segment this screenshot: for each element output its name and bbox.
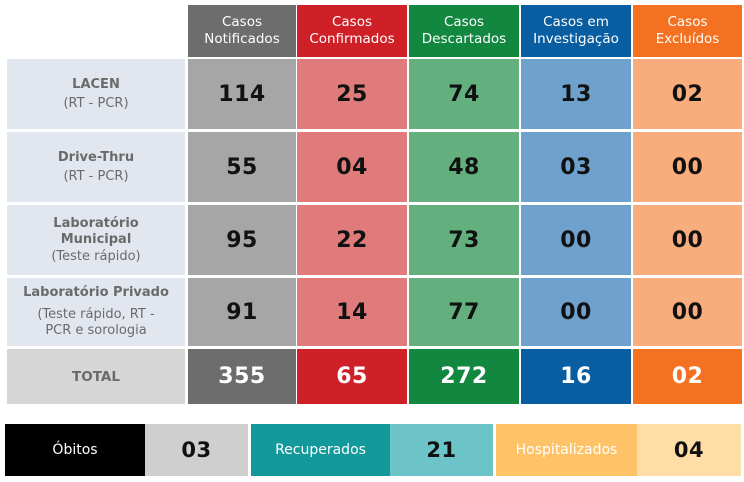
header-label: Casos Excluídos [655,14,720,47]
cell-drive-notificados: 55 [188,132,296,202]
cell-lacen-descartados: 74 [409,59,519,129]
cell-drive-descartados: 48 [409,132,519,202]
row-sub: (Teste rápido) [51,248,141,264]
row-sub: (RT - PCR) [63,168,129,184]
cell-municipal-investigacao: 00 [521,205,631,275]
cell-privado-excluidos: 00 [633,278,742,346]
header-label: Casos Confirmados [309,14,395,47]
header-label: Casos em Investigação [533,14,619,47]
header-investigacao: Casos em Investigação [521,5,631,57]
cell-municipal-excluidos: 00 [633,205,742,275]
row-name: Laboratório Privado [23,285,169,300]
cell-privado-notificados: 91 [188,278,296,346]
cell-privado-investigacao: 00 [521,278,631,346]
header-label: Casos Descartados [421,14,507,47]
row-label-lab-municipal: Laboratório Municipal (Teste rápido) [7,205,185,275]
cell-lacen-notificados: 114 [188,59,296,129]
header-notificados: Casos Notificados [188,5,296,57]
total-investigacao: 16 [521,349,631,404]
hospitalizados-label: Hospitalizados [496,424,637,476]
obitos-label: Óbitos [5,424,145,476]
row-name: LACEN [72,76,120,92]
total-confirmados: 65 [297,349,407,404]
total-notificados: 355 [188,349,296,404]
cell-privado-descartados: 77 [409,278,519,346]
row-label-drive-thru: Drive-Thru (RT - PCR) [7,132,185,202]
header-confirmados: Casos Confirmados [297,5,407,57]
cell-drive-investigacao: 03 [521,132,631,202]
total-label: TOTAL [7,349,185,404]
recuperados-value: 21 [390,424,493,476]
row-name: Drive-Thru [57,149,135,165]
obitos-value: 03 [145,424,248,476]
header-excluidos: Casos Excluídos [633,5,742,57]
cell-lacen-confirmados: 25 [297,59,407,129]
cell-municipal-confirmados: 22 [297,205,407,275]
header-label: Casos Notificados [204,14,280,47]
cell-privado-confirmados: 14 [297,278,407,346]
cell-lacen-investigacao: 13 [521,59,631,129]
row-label-lab-privado: Laboratório Privado (Teste rápido, RT - … [7,278,185,346]
recuperados-label: Recuperados [251,424,390,476]
hospitalizados-value: 04 [637,424,741,476]
cell-municipal-descartados: 73 [409,205,519,275]
total-excluidos: 02 [633,349,742,404]
cell-municipal-notificados: 95 [188,205,296,275]
row-label-lacen: LACEN (RT - PCR) [7,59,185,129]
cell-drive-excluidos: 00 [633,132,742,202]
cell-lacen-excluidos: 02 [633,59,742,129]
row-name: Laboratório Municipal [53,215,139,247]
row-sub: (RT - PCR) [63,95,129,111]
cell-drive-confirmados: 04 [297,132,407,202]
row-sub: (Teste rápido, RT - PCR e sorologia [37,307,155,338]
header-descartados: Casos Descartados [409,5,519,57]
total-descartados: 272 [409,349,519,404]
